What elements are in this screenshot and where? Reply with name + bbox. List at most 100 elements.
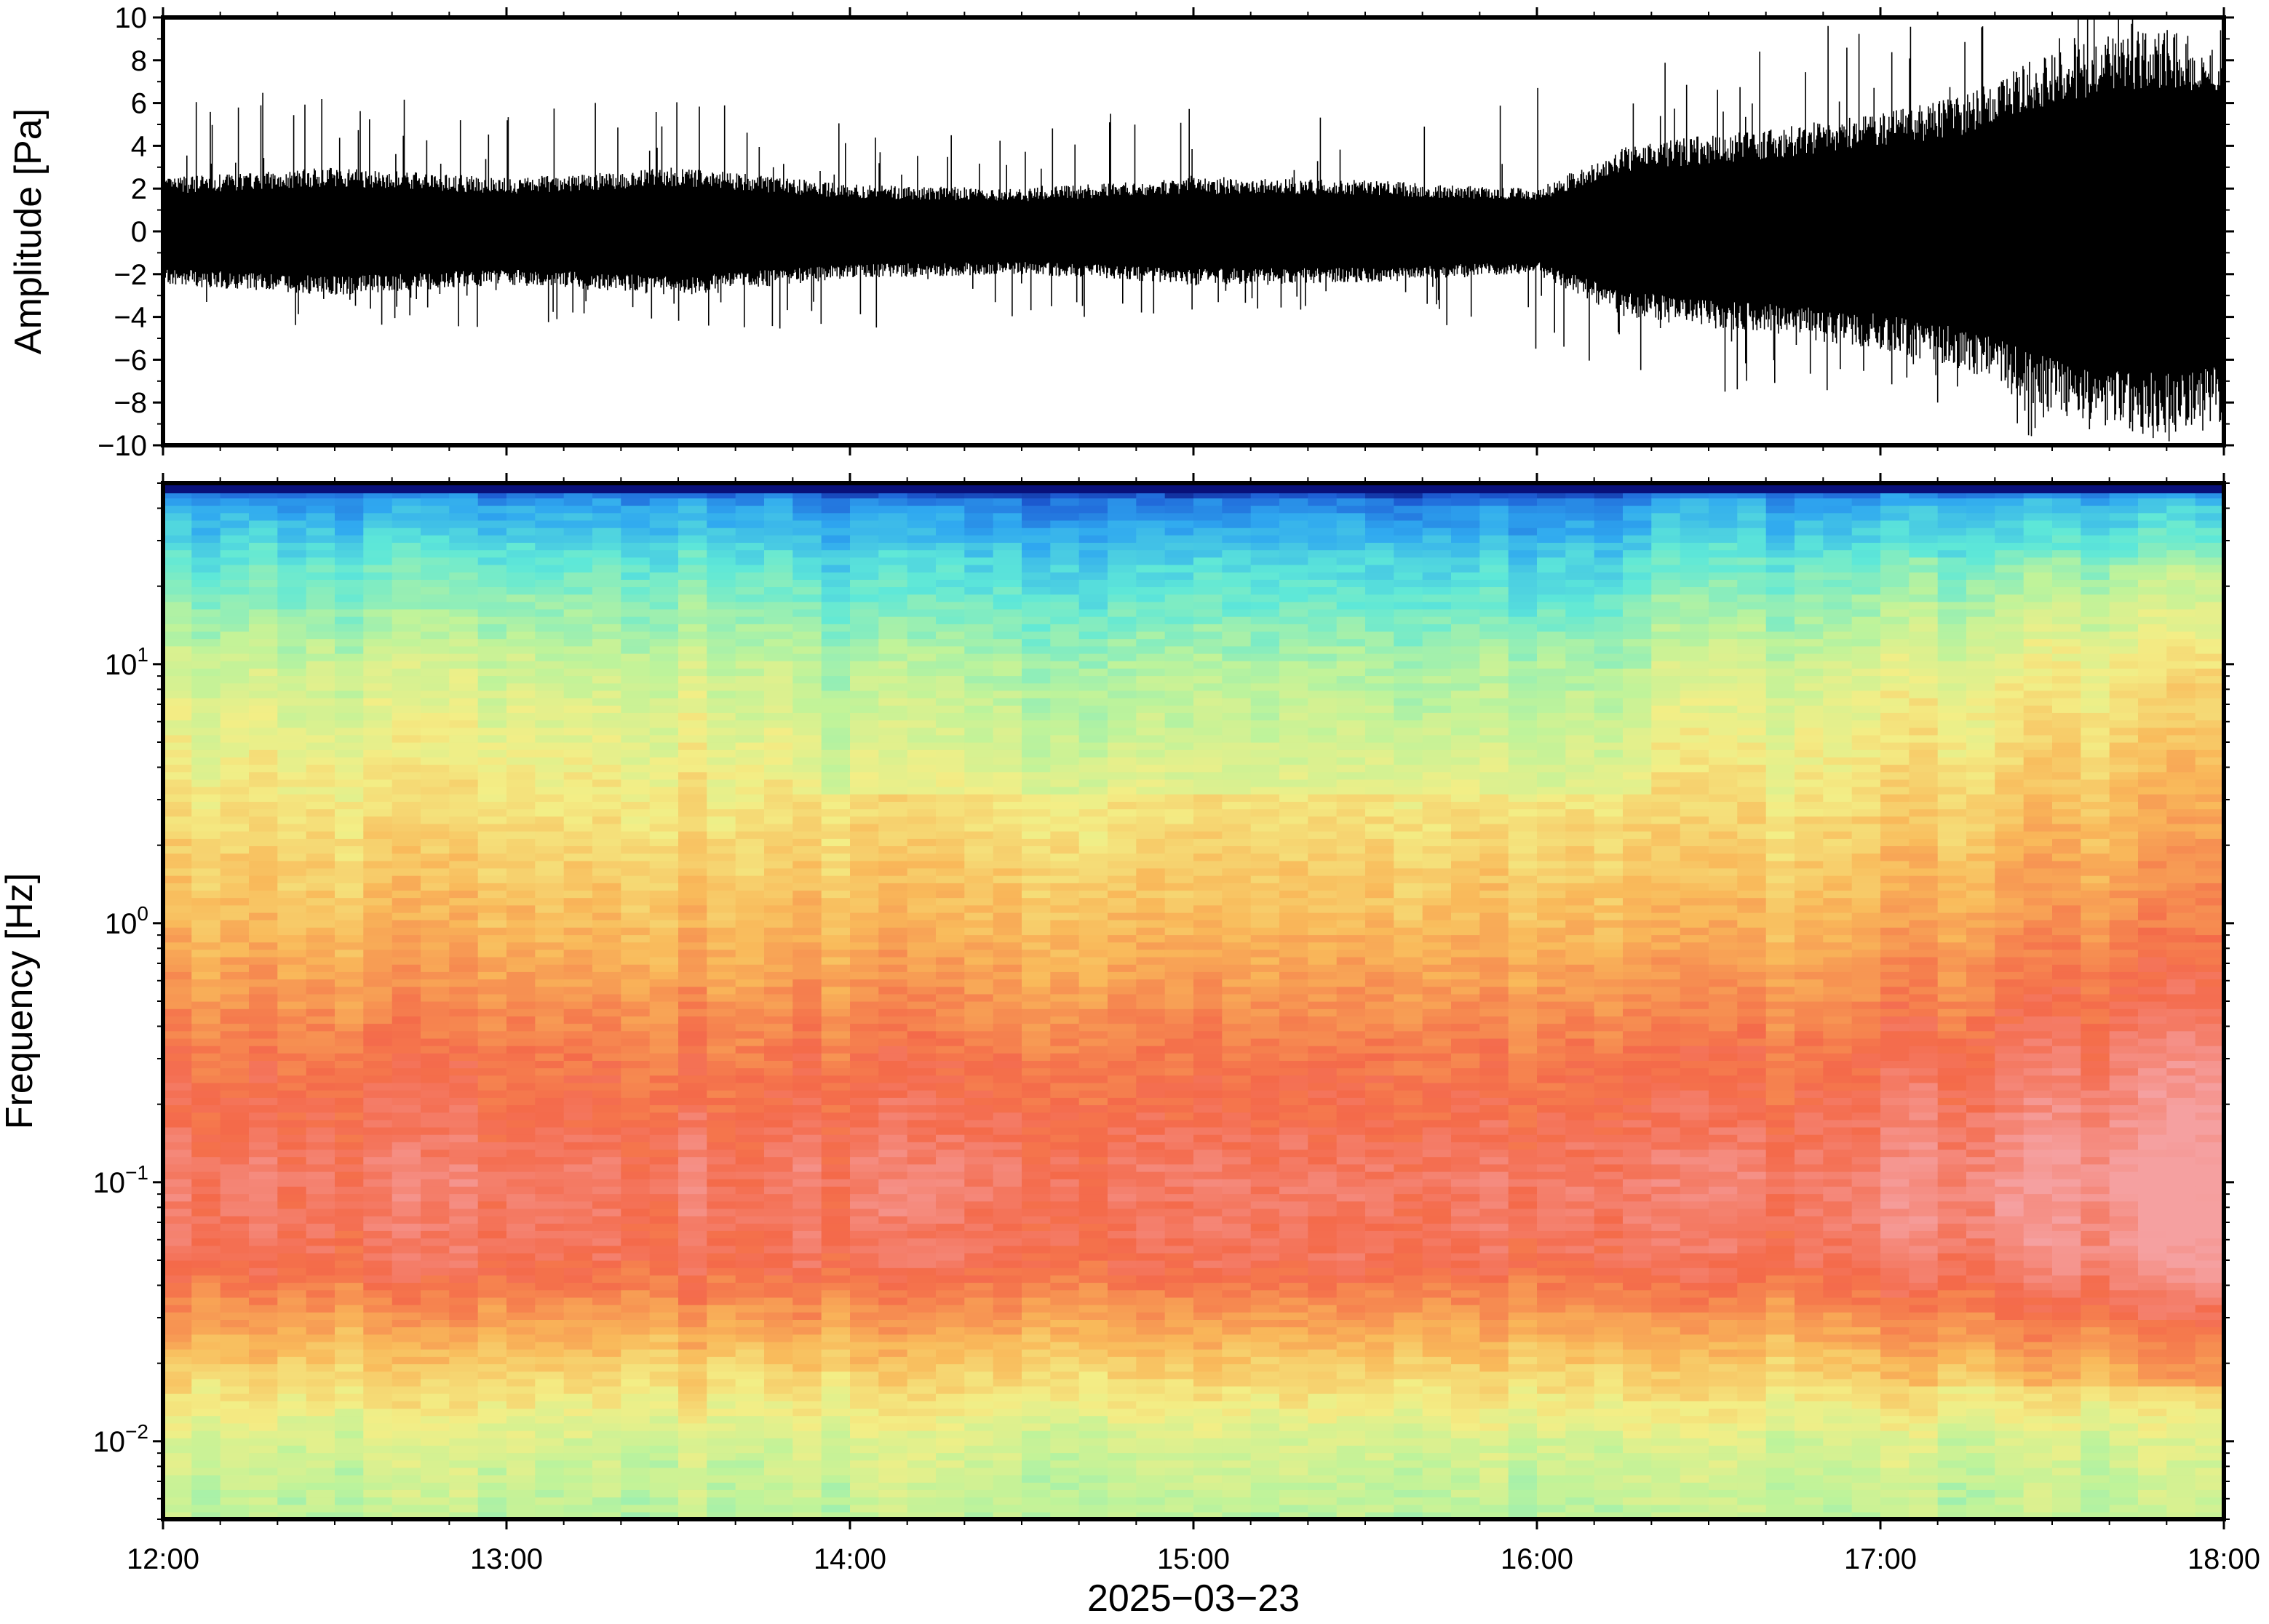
spectrogram-cell bbox=[163, 949, 192, 958]
spectrogram-cell bbox=[936, 1267, 965, 1275]
spectrogram-cell bbox=[993, 1422, 1022, 1431]
spectrogram-cell bbox=[907, 1252, 937, 1261]
spectrogram-cell bbox=[535, 1371, 565, 1380]
spectrogram-cell bbox=[392, 1438, 421, 1446]
spectrogram-cell bbox=[220, 1046, 250, 1054]
spectrogram-cell bbox=[850, 734, 879, 743]
spectrogram-cell bbox=[764, 1179, 793, 1187]
spectrogram-cell bbox=[907, 1445, 937, 1454]
spectrogram-cell bbox=[936, 1297, 965, 1305]
spectrogram-cell bbox=[1136, 779, 1166, 787]
spectrogram-cell bbox=[306, 816, 335, 824]
spectrogram-cell bbox=[621, 1067, 651, 1076]
spectrogram-cell bbox=[678, 1075, 707, 1083]
spectrogram-cell bbox=[449, 845, 479, 854]
spectrogram-cell bbox=[191, 1126, 221, 1135]
spectrogram-cell bbox=[306, 1305, 335, 1313]
spectrogram-cell bbox=[449, 771, 479, 780]
spectrogram-cell bbox=[506, 771, 536, 780]
spectrogram-cell bbox=[363, 1001, 393, 1009]
spectrogram-cell bbox=[477, 1341, 507, 1350]
spectrogram-cell bbox=[249, 957, 278, 965]
spectrogram-cell bbox=[335, 579, 364, 587]
spectrogram-cell bbox=[1078, 705, 1108, 713]
spectrogram-cell bbox=[621, 512, 651, 521]
spectrogram-cell bbox=[764, 1326, 793, 1335]
spectrogram-cell bbox=[1108, 638, 1137, 647]
spectrogram-cell bbox=[335, 1119, 364, 1128]
spectrogram-cell bbox=[850, 808, 879, 817]
spectrogram-cell bbox=[878, 801, 908, 810]
spectrogram-cell bbox=[649, 1504, 679, 1513]
spectrogram-cell bbox=[363, 957, 393, 965]
spectrogram-cell bbox=[678, 1193, 707, 1202]
spectrogram-cell bbox=[191, 1104, 221, 1113]
spectrogram-cell bbox=[535, 904, 565, 913]
spectrogram-cell bbox=[477, 638, 507, 647]
spectrogram-cell bbox=[363, 1082, 393, 1091]
spectrogram-cell bbox=[850, 1267, 879, 1275]
spectrogram-cell bbox=[477, 742, 507, 750]
spectrogram-cell bbox=[678, 845, 707, 854]
spectrogram-cell bbox=[220, 875, 250, 883]
spectrogram-cell bbox=[363, 942, 393, 950]
spectrogram-cell bbox=[936, 1408, 965, 1417]
spectrogram-cell bbox=[191, 1430, 221, 1438]
spectrogram-cell bbox=[735, 498, 765, 506]
spectrogram-cell bbox=[735, 816, 765, 824]
spectrogram-cell bbox=[1136, 1201, 1166, 1209]
spectrogram-cell bbox=[878, 949, 908, 958]
spectrogram-cell bbox=[449, 675, 479, 684]
spectrogram-cell bbox=[535, 698, 565, 706]
spectrogram-cell bbox=[335, 727, 364, 736]
spectrogram-cell bbox=[563, 645, 593, 654]
spectrogram-cell bbox=[649, 528, 679, 536]
spectrogram-cell bbox=[936, 720, 965, 728]
spectrogram-cell bbox=[506, 912, 536, 920]
spectrogram-cell bbox=[678, 1104, 707, 1113]
spectrogram-cell bbox=[1050, 1445, 1080, 1454]
spectrogram-cell bbox=[1078, 1119, 1108, 1128]
spectrogram-cell bbox=[1136, 1504, 1166, 1513]
spectrogram-cell bbox=[1050, 1415, 1080, 1424]
spectrogram-cell bbox=[1050, 705, 1080, 713]
spectrogram-cell bbox=[335, 1482, 364, 1490]
spectrogram-cell bbox=[850, 1341, 879, 1350]
spectrogram-cell bbox=[678, 1156, 707, 1165]
spectrogram-cell bbox=[249, 897, 278, 906]
spectrogram-cell bbox=[964, 653, 994, 661]
spectrogram-cell bbox=[449, 1511, 479, 1520]
spectrogram-cell bbox=[249, 1046, 278, 1054]
spectrogram-cell bbox=[191, 698, 221, 706]
spectrogram-cell bbox=[649, 742, 679, 750]
spectrogram-cell bbox=[220, 838, 250, 846]
spectrogram-cell bbox=[277, 964, 307, 972]
spectrogram-cell bbox=[707, 1349, 736, 1357]
spectrogram-cell bbox=[850, 860, 879, 869]
spectrogram-cell bbox=[506, 757, 536, 765]
spectrogram-cell bbox=[993, 1408, 1022, 1417]
spectrogram-cell bbox=[306, 1223, 335, 1231]
spectrogram-cell bbox=[592, 498, 621, 506]
spectrogram-cell bbox=[220, 1489, 250, 1498]
spectrogram-cell bbox=[592, 1216, 621, 1224]
spectrogram-cell bbox=[678, 512, 707, 521]
spectrogram-cell bbox=[621, 1023, 651, 1032]
spectrogram-cell bbox=[707, 897, 736, 906]
spectrogram-cell bbox=[363, 1482, 393, 1490]
spectrogram-cell bbox=[163, 1216, 192, 1224]
spectrogram-cell bbox=[1078, 675, 1108, 684]
spectrogram-cell bbox=[993, 535, 1022, 543]
spectrogram-cell bbox=[993, 934, 1022, 943]
spectrogram-cell bbox=[191, 867, 221, 876]
spectrogram-cell bbox=[821, 838, 851, 846]
spectrogram-cell bbox=[1136, 845, 1166, 854]
spectrogram-cell bbox=[363, 1415, 393, 1424]
spectrogram-cell bbox=[678, 1030, 707, 1039]
spectrogram-cell bbox=[477, 601, 507, 610]
spectrogram-cell bbox=[363, 920, 393, 928]
spectrogram-cell bbox=[506, 964, 536, 972]
spectrogram-cell bbox=[821, 1415, 851, 1424]
spectrogram-cell bbox=[792, 904, 822, 913]
spectrogram-cell bbox=[707, 557, 736, 565]
